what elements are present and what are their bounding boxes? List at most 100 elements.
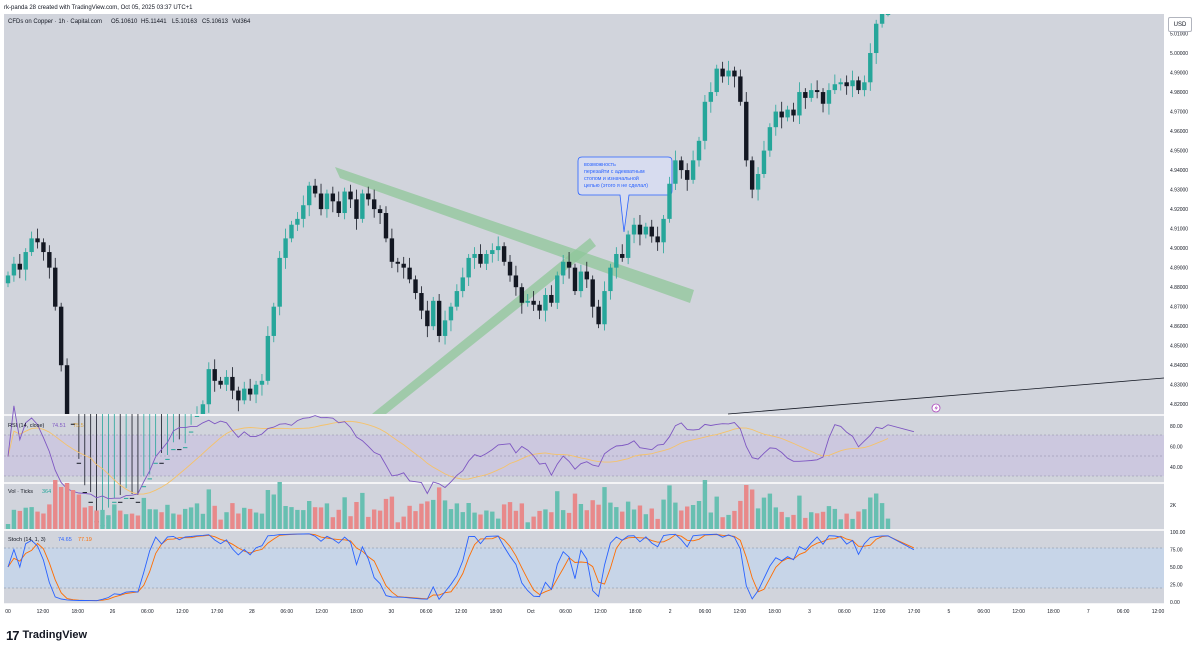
candle (58, 302, 64, 372)
alert-icon[interactable] (931, 403, 941, 413)
volume-bar (602, 487, 607, 529)
candle-body (141, 486, 147, 488)
stoch-k-value: 74.65 (58, 537, 72, 543)
candle-body (413, 279, 418, 294)
currency-button[interactable]: USD (1168, 17, 1192, 32)
volume-bar (519, 503, 525, 529)
candle (182, 414, 188, 449)
time-tick-label: 06:00 (977, 609, 990, 615)
descending-channel-zone[interactable] (335, 167, 694, 303)
candle (856, 76, 861, 94)
candle (253, 380, 259, 404)
candle (377, 205, 383, 224)
candle (791, 102, 796, 122)
candle (454, 284, 460, 311)
candle-body (129, 497, 135, 499)
price-tick-label: 4.91000 (1170, 227, 1188, 233)
volume-bar (212, 505, 217, 529)
volume-bar (797, 495, 802, 529)
price-tick-label: 4.86000 (1170, 324, 1188, 330)
volume-bar (5, 524, 11, 529)
volume-bar (543, 509, 548, 529)
candle-body (153, 462, 158, 464)
candle (135, 414, 141, 503)
volume-bar (188, 507, 194, 529)
tradingview-brand: 17 TradingView (6, 627, 87, 643)
candle-body (513, 275, 519, 288)
volume-bar (324, 503, 330, 529)
candle (177, 414, 182, 451)
volume-bar (749, 489, 755, 529)
candle (324, 189, 330, 218)
volume-bar (820, 511, 826, 529)
candle (212, 359, 217, 392)
candle-body (118, 501, 123, 503)
time-tick-label: 12:00 (594, 609, 607, 615)
candle-body (826, 90, 832, 104)
stoch-k-line (7, 533, 915, 602)
stoch-title[interactable]: Stoch (14, 1, 3) (8, 537, 46, 543)
volume-bar (147, 509, 152, 529)
candle (868, 43, 873, 91)
time-tick-label: 18:00 (490, 609, 503, 615)
candle-body (531, 300, 536, 305)
volume-bar (23, 507, 28, 529)
candle-body (537, 304, 542, 311)
candle (442, 310, 448, 345)
candle (431, 296, 436, 331)
candle (307, 181, 312, 217)
candle (206, 362, 212, 413)
volume-title[interactable]: Vol · Ticks (8, 489, 33, 495)
candle-body (23, 252, 28, 270)
candle-body (732, 70, 737, 77)
candle-body (64, 365, 70, 414)
volume-bar (578, 504, 584, 529)
volume-bar (242, 507, 247, 529)
time-tick-label: 18:00 (71, 609, 84, 615)
candle-body (76, 462, 82, 464)
volume-bar (572, 493, 578, 529)
volume-bar (218, 519, 223, 529)
candle (625, 230, 631, 265)
candle-body (667, 183, 672, 219)
volume-bar (513, 510, 519, 529)
symbol-title[interactable]: CFDs on Copper · 1h · Capital.com (8, 19, 102, 25)
price-tick-label: 4.93000 (1170, 188, 1188, 194)
candle-body (188, 431, 194, 433)
rsi-title[interactable]: RSI (14, close) (8, 423, 45, 429)
volume-bar (625, 501, 631, 529)
long-trendline[interactable] (727, 377, 1165, 415)
time-tick-label: 00 (5, 609, 11, 615)
volume-bar (419, 503, 424, 529)
volume-bar (537, 510, 542, 529)
candle-body (253, 384, 259, 395)
candle (673, 150, 678, 190)
candle (803, 88, 808, 109)
candle (814, 80, 820, 99)
candle-body (696, 140, 702, 161)
price-tick-label: 4.95000 (1170, 149, 1188, 155)
price-tick-label: 4.83000 (1170, 383, 1188, 389)
volume-bar (454, 503, 460, 529)
time-tick-label: 17:00 (908, 609, 921, 615)
candle-body (797, 92, 802, 116)
candle (153, 414, 158, 464)
volume-bar (655, 518, 660, 529)
candle-body (206, 369, 212, 405)
candle (602, 281, 607, 331)
volume-bar (383, 498, 389, 529)
candle-body (602, 291, 607, 325)
candle (726, 60, 731, 86)
candle-body (295, 218, 300, 225)
candle (478, 244, 483, 268)
candle-body (395, 261, 400, 264)
volume-bar (696, 501, 702, 529)
candle-body (318, 193, 324, 210)
candle-body (218, 380, 223, 385)
ascending-trendline-zone[interactable] (372, 238, 596, 414)
price-axis-panel[interactable] (1164, 14, 1194, 604)
candle-body (271, 306, 276, 336)
candle (667, 176, 672, 223)
annotation-callout[interactable]: возможность перезайти с адекватным стопо… (577, 156, 673, 233)
volume-bar (76, 494, 82, 529)
